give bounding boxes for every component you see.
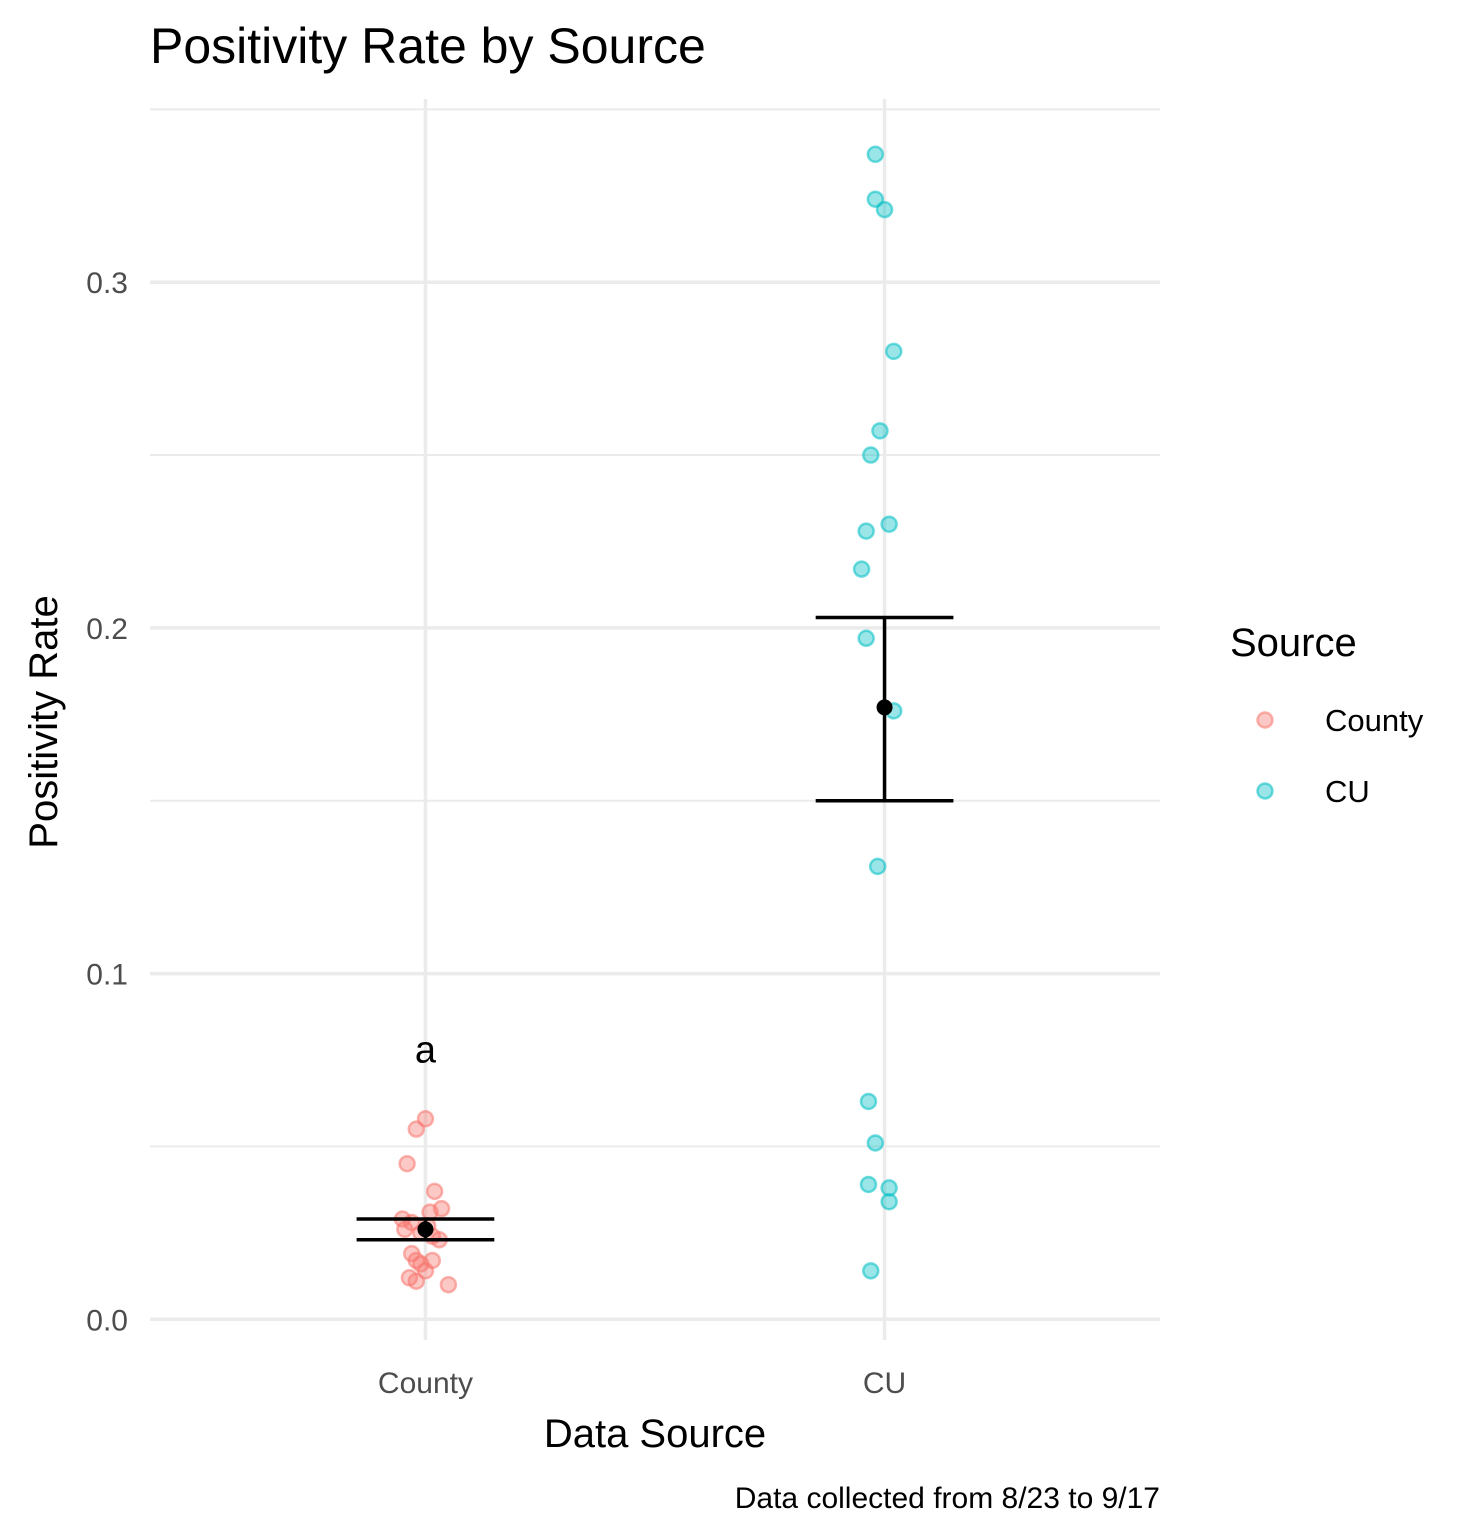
- data-point-cu: [884, 342, 903, 361]
- legend-key-county: [1256, 711, 1274, 729]
- y-tick-label: 0.3: [86, 267, 128, 300]
- annotations: a: [415, 1030, 437, 1072]
- chart-title: Positivity Rate by Source: [150, 18, 706, 74]
- legend: Source County CU: [1230, 621, 1424, 809]
- data-point-cu: [859, 1092, 878, 1111]
- data-point-cu: [880, 515, 898, 533]
- data-points: [393, 145, 903, 1294]
- x-tick-label: County: [378, 1367, 473, 1400]
- data-point-county: [407, 1272, 426, 1290]
- data-point-cu: [871, 422, 889, 440]
- data-point-cu: [866, 1134, 885, 1152]
- data-point-county: [396, 1220, 414, 1239]
- summary-errorbars: [356, 615, 954, 1242]
- chart-caption: Data collected from 8/23 to 9/17: [735, 1482, 1160, 1515]
- data-point-cu: [880, 1192, 898, 1211]
- data-point-cu: [857, 629, 875, 648]
- data-point-county: [398, 1154, 416, 1173]
- data-point-cu: [862, 446, 880, 464]
- y-tick-label: 0.0: [86, 1304, 128, 1337]
- data-point-cu: [857, 522, 875, 540]
- data-point-cu: [875, 200, 894, 219]
- data-point-county: [425, 1182, 444, 1201]
- annotation-label: a: [415, 1030, 437, 1072]
- x-axis-title: Data Source: [544, 1412, 766, 1456]
- data-point-cu: [859, 1175, 878, 1194]
- mean-point: [876, 699, 893, 716]
- y-axis-ticks: 0.0 0.1 0.2 0.3: [86, 267, 128, 1337]
- y-tick-label: 0.1: [86, 959, 128, 992]
- legend-key-cu: [1256, 782, 1274, 800]
- y-axis-title: Positivity Rate: [22, 595, 66, 848]
- data-point-county: [407, 1120, 426, 1138]
- data-point-cu: [866, 145, 885, 164]
- data-point-cu: [862, 1262, 880, 1280]
- y-tick-label: 0.2: [86, 613, 128, 646]
- legend-title: Source: [1230, 621, 1357, 665]
- x-axis-ticks: County CU: [378, 1367, 906, 1400]
- data-point-cu: [852, 560, 871, 578]
- data-point-cu: [868, 857, 887, 876]
- legend-label-county: County: [1325, 703, 1424, 738]
- data-point-county: [439, 1275, 458, 1294]
- mean-point: [417, 1221, 434, 1238]
- grid: [150, 99, 1160, 1340]
- x-tick-label: CU: [863, 1367, 906, 1400]
- legend-label-cu: CU: [1325, 774, 1370, 809]
